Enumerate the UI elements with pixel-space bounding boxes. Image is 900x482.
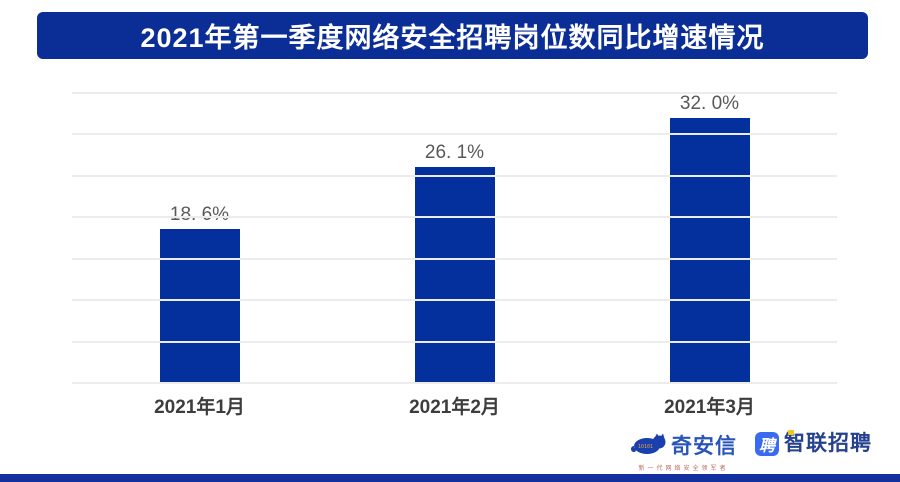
bar [414, 166, 495, 383]
gridline [72, 92, 837, 94]
bottom-strip [0, 474, 900, 482]
qianxin-tiger-icon: 10101 [630, 432, 668, 461]
gridline [72, 216, 837, 219]
x-axis-label: 2021年3月 [664, 397, 755, 418]
bar [159, 228, 240, 383]
gridline [72, 174, 837, 177]
gridline [72, 382, 837, 384]
x-axis-label: 2021年2月 [409, 397, 500, 418]
title-banner: 2021年第一季度网络安全招聘岗位数同比增速情况 [37, 12, 868, 59]
footer-logos: 10101 奇安信 新一代网络安全领军者 聘 智联招聘 [630, 430, 872, 472]
x-axis-label: 2021年1月 [154, 397, 245, 418]
bar [669, 118, 750, 383]
svg-text:10101: 10101 [638, 444, 653, 450]
bar-group: 26. 1% [327, 93, 582, 383]
bar-group: 32. 0% [582, 93, 837, 383]
chart-title: 2021年第一季度网络安全招聘岗位数同比增速情况 [140, 23, 765, 53]
bar-value-label: 18. 6% [169, 203, 230, 225]
gridline [72, 257, 837, 260]
plot-area: 18. 6% 26. 1% 32. 0% [72, 92, 837, 384]
bar-value-label: 26. 1% [424, 141, 485, 163]
bar-value-label: 32. 0% [679, 93, 740, 114]
zhaopin-yellow-accent [788, 430, 794, 436]
qianxin-tagline: 新一代网络安全领军者 [638, 466, 729, 472]
zhaopin-pin-icon: 聘 [755, 432, 779, 456]
zhaopin-wordmark: 智联招聘 [784, 430, 872, 456]
bars-row: 18. 6% 26. 1% 32. 0% [72, 93, 837, 383]
zhaopin-logo: 聘 智联招聘 [755, 430, 872, 456]
gridline [72, 299, 837, 302]
x-axis-labels: 2021年1月 2021年2月 2021年3月 [72, 392, 837, 419]
gridline [72, 340, 837, 343]
gridline [72, 133, 837, 136]
qianxin-wordmark: 奇安信 [671, 434, 737, 458]
bar-group: 18. 6% [72, 93, 327, 383]
qianxin-logo: 10101 奇安信 新一代网络安全领军者 [630, 432, 737, 472]
